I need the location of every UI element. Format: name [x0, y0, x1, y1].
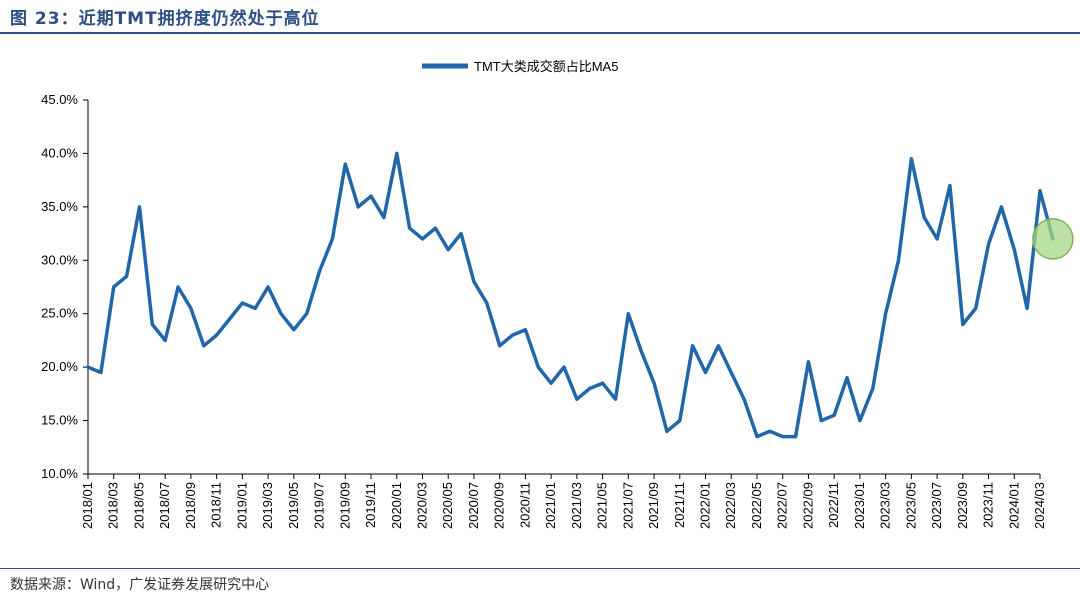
x-tick-label: 2022/03 — [723, 482, 738, 529]
x-tick-label: 2021/03 — [569, 482, 584, 529]
y-tick-label: 15.0% — [41, 413, 78, 428]
x-tick-label: 2022/05 — [749, 482, 764, 529]
figure-title: 图 23：近期TMT拥挤度仍然处于高位 — [10, 9, 320, 29]
x-tick-label: 2019/03 — [260, 482, 275, 529]
x-tick-label: 2018/09 — [183, 482, 198, 529]
x-tick-label: 2024/03 — [1032, 482, 1047, 529]
y-tick-label: 35.0% — [41, 199, 78, 214]
x-tick-label: 2023/03 — [878, 482, 893, 529]
bottom-rule — [0, 568, 1080, 569]
x-tick-label: 2018/11 — [209, 482, 224, 528]
source-note: 数据来源：Wind，广发证券发展研究中心 — [10, 577, 270, 593]
legend-label: TMT大类成交额占比MA5 — [474, 59, 618, 74]
x-tick-label: 2019/07 — [312, 482, 327, 529]
x-tick-label: 2022/07 — [775, 482, 790, 529]
x-tick-label: 2021/05 — [595, 482, 610, 529]
x-tick-label: 2023/09 — [955, 482, 970, 529]
x-tick-label: 2019/09 — [337, 482, 352, 529]
x-axis: 2018/01 2018/03 2018/05 2018/07 2018/09 2018/… — [80, 473, 1047, 529]
x-tick-label: 2022/09 — [800, 482, 815, 529]
y-axis: 10.0% 15.0% 20.0% 25.0% 30.0% 35.0% 40.0% 45.0% — [41, 92, 89, 481]
x-tick-label: 2023/07 — [929, 482, 944, 529]
legend: TMT大类成交额占比MA5 — [422, 59, 618, 74]
x-tick-label: 2018/05 — [131, 482, 146, 529]
x-tick-label: 2018/01 — [80, 482, 95, 529]
y-tick-label: 40.0% — [41, 145, 78, 160]
x-tick-label: 2024/01 — [1006, 482, 1021, 529]
series-group — [86, 151, 1074, 439]
y-tick-label: 45.0% — [41, 92, 78, 107]
x-tick-label: 2018/03 — [106, 482, 121, 529]
y-tick-label: 20.0% — [41, 359, 78, 374]
x-tick-label: 2020/07 — [466, 482, 481, 529]
y-tick-label: 25.0% — [41, 306, 78, 321]
x-tick-label: 2021/07 — [620, 482, 635, 529]
top-rule — [0, 32, 1080, 34]
x-tick-label: 2021/11 — [672, 482, 687, 528]
x-tick-label: 2021/01 — [543, 482, 558, 529]
y-tick-label: 10.0% — [41, 466, 78, 481]
x-tick-label: 2022/01 — [698, 482, 713, 529]
x-tick-label: 2020/03 — [414, 482, 429, 529]
x-tick-label: 2019/11 — [363, 482, 378, 528]
x-tick-label: 2021/09 — [646, 482, 661, 529]
x-tick-label: 2020/05 — [440, 482, 455, 529]
x-tick-label: 2020/01 — [389, 482, 404, 529]
x-tick-label: 2022/11 — [826, 482, 841, 528]
x-tick-label: 2023/11 — [981, 482, 996, 528]
x-tick-label: 2023/01 — [852, 482, 867, 529]
line-chart: 10.0% 15.0% 20.0% 25.0% 30.0% 35.0% 40.0% 45.0%… — [41, 59, 1074, 529]
x-tick-label: 2019/01 — [234, 482, 249, 529]
highlight-marker — [1032, 218, 1074, 260]
x-tick-label: 2020/09 — [492, 482, 507, 529]
x-tick-label: 2018/07 — [157, 482, 172, 529]
x-tick-label: 2019/05 — [286, 482, 301, 529]
x-tick-label: 2020/11 — [517, 482, 532, 528]
y-tick-label: 30.0% — [41, 252, 78, 267]
series-line — [86, 151, 1055, 439]
x-tick-label: 2023/05 — [903, 482, 918, 529]
